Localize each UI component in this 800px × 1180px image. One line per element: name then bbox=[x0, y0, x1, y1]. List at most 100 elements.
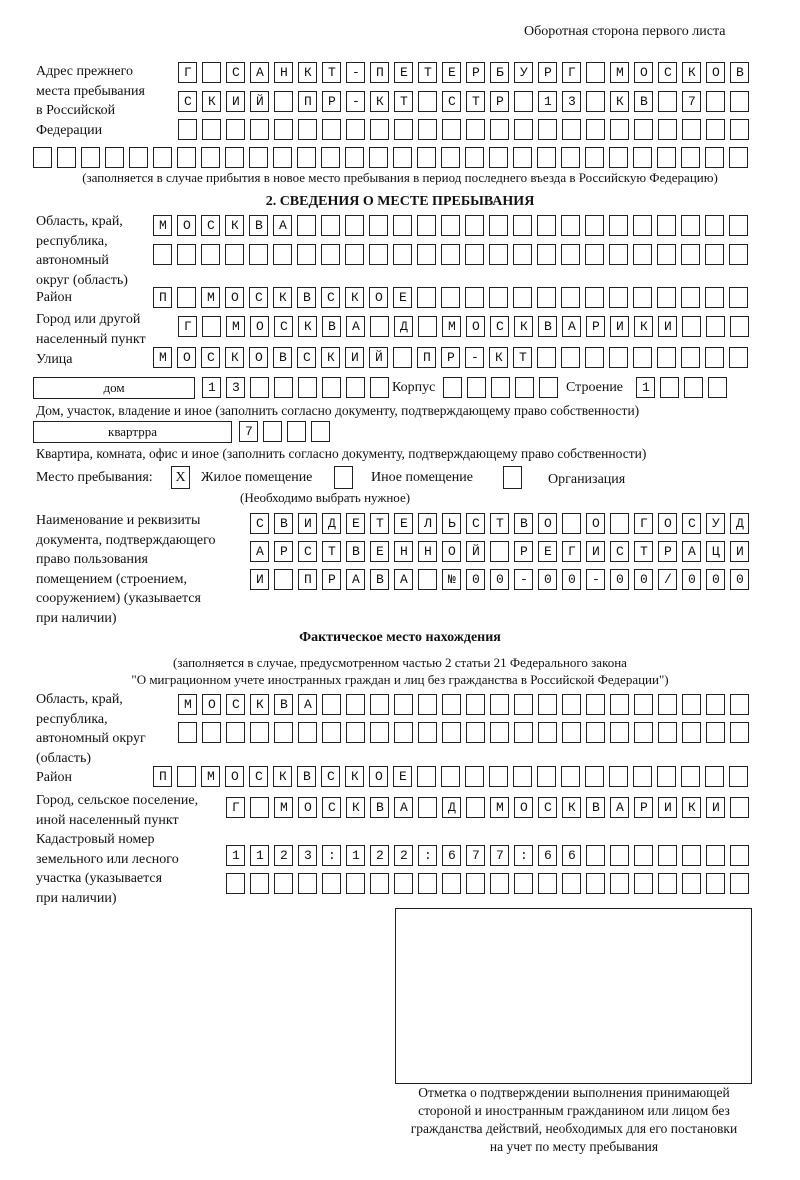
char-cell[interactable] bbox=[539, 377, 558, 398]
char-cell[interactable] bbox=[658, 694, 677, 715]
char-cell[interactable] bbox=[346, 722, 365, 743]
char-cell[interactable] bbox=[537, 244, 556, 265]
char-cell[interactable] bbox=[585, 347, 604, 368]
char-cell[interactable] bbox=[514, 316, 533, 337]
char-cell[interactable] bbox=[682, 119, 701, 140]
char-cell[interactable] bbox=[311, 421, 330, 442]
char-cell[interactable] bbox=[297, 215, 316, 236]
char-cell[interactable] bbox=[729, 766, 748, 787]
char-cell[interactable] bbox=[418, 91, 437, 112]
char-cell[interactable] bbox=[682, 845, 701, 866]
char-cell[interactable] bbox=[346, 377, 365, 398]
char-cell[interactable] bbox=[609, 287, 628, 308]
char-cell[interactable] bbox=[33, 147, 52, 168]
char-cell[interactable] bbox=[250, 513, 269, 534]
char-cell[interactable] bbox=[394, 694, 413, 715]
char-cell[interactable] bbox=[441, 287, 460, 308]
char-cell[interactable] bbox=[250, 316, 269, 337]
char-cell[interactable] bbox=[226, 694, 245, 715]
char-cell[interactable] bbox=[370, 569, 389, 590]
char-cell[interactable] bbox=[465, 244, 484, 265]
char-cell[interactable] bbox=[394, 541, 413, 562]
char-cell[interactable] bbox=[298, 513, 317, 534]
char-cell[interactable] bbox=[682, 91, 701, 112]
char-cell[interactable] bbox=[346, 316, 365, 337]
char-cell[interactable] bbox=[322, 541, 341, 562]
char-cell[interactable] bbox=[538, 797, 557, 818]
char-cell[interactable] bbox=[298, 797, 317, 818]
char-cell[interactable] bbox=[633, 347, 652, 368]
char-cell[interactable] bbox=[730, 873, 749, 894]
char-cell[interactable] bbox=[370, 62, 389, 83]
char-cell[interactable] bbox=[729, 147, 748, 168]
char-cell[interactable] bbox=[538, 316, 557, 337]
char-cell[interactable] bbox=[681, 287, 700, 308]
char-cell[interactable] bbox=[274, 62, 293, 83]
char-cell[interactable] bbox=[706, 513, 725, 534]
char-cell[interactable] bbox=[730, 541, 749, 562]
char-cell[interactable] bbox=[489, 287, 508, 308]
char-cell[interactable] bbox=[490, 797, 509, 818]
char-cell[interactable] bbox=[322, 91, 341, 112]
char-cell[interactable] bbox=[441, 215, 460, 236]
char-cell[interactable] bbox=[273, 147, 292, 168]
char-cell[interactable] bbox=[249, 215, 268, 236]
char-cell[interactable] bbox=[634, 513, 653, 534]
char-cell[interactable] bbox=[513, 147, 532, 168]
char-cell[interactable] bbox=[321, 766, 340, 787]
char-cell[interactable] bbox=[250, 722, 269, 743]
char-cell[interactable] bbox=[370, 377, 389, 398]
char-cell[interactable] bbox=[538, 62, 557, 83]
char-cell[interactable] bbox=[730, 62, 749, 83]
char-cell[interactable] bbox=[442, 119, 461, 140]
char-cell[interactable] bbox=[370, 541, 389, 562]
char-cell[interactable] bbox=[202, 119, 221, 140]
char-cell[interactable] bbox=[322, 845, 341, 866]
char-cell[interactable] bbox=[225, 766, 244, 787]
char-cell[interactable] bbox=[729, 215, 748, 236]
char-cell[interactable] bbox=[561, 244, 580, 265]
char-cell[interactable] bbox=[610, 569, 629, 590]
char-cell[interactable] bbox=[730, 722, 749, 743]
char-cell[interactable] bbox=[250, 377, 269, 398]
char-cell[interactable] bbox=[730, 694, 749, 715]
char-cell[interactable] bbox=[658, 797, 677, 818]
char-cell[interactable] bbox=[490, 513, 509, 534]
char-cell[interactable] bbox=[202, 694, 221, 715]
char-cell[interactable] bbox=[562, 694, 581, 715]
char-cell[interactable] bbox=[610, 541, 629, 562]
char-cell[interactable] bbox=[418, 569, 437, 590]
char-cell[interactable] bbox=[490, 722, 509, 743]
char-cell[interactable] bbox=[225, 147, 244, 168]
char-cell[interactable] bbox=[394, 119, 413, 140]
char-cell[interactable] bbox=[513, 347, 532, 368]
char-cell[interactable] bbox=[681, 215, 700, 236]
char-cell[interactable] bbox=[585, 244, 604, 265]
char-cell[interactable] bbox=[586, 91, 605, 112]
char-cell[interactable] bbox=[370, 91, 389, 112]
char-cell[interactable] bbox=[657, 347, 676, 368]
char-cell[interactable] bbox=[153, 244, 172, 265]
char-cell[interactable] bbox=[442, 62, 461, 83]
char-cell[interactable] bbox=[538, 119, 557, 140]
char-cell[interactable] bbox=[706, 316, 725, 337]
char-cell[interactable] bbox=[490, 873, 509, 894]
char-cell[interactable] bbox=[658, 513, 677, 534]
char-cell[interactable] bbox=[490, 569, 509, 590]
char-cell[interactable] bbox=[466, 722, 485, 743]
char-cell[interactable] bbox=[657, 244, 676, 265]
char-cell[interactable] bbox=[418, 797, 437, 818]
char-cell[interactable] bbox=[393, 287, 412, 308]
char-cell[interactable] bbox=[226, 91, 245, 112]
char-cell[interactable] bbox=[491, 377, 510, 398]
char-cell[interactable] bbox=[657, 287, 676, 308]
char-cell[interactable] bbox=[346, 845, 365, 866]
char-cell[interactable] bbox=[537, 287, 556, 308]
char-cell[interactable] bbox=[729, 347, 748, 368]
char-cell[interactable] bbox=[682, 513, 701, 534]
char-cell[interactable] bbox=[634, 541, 653, 562]
char-cell[interactable] bbox=[586, 119, 605, 140]
char-cell[interactable] bbox=[263, 421, 282, 442]
char-cell[interactable] bbox=[465, 215, 484, 236]
char-cell[interactable] bbox=[274, 541, 293, 562]
